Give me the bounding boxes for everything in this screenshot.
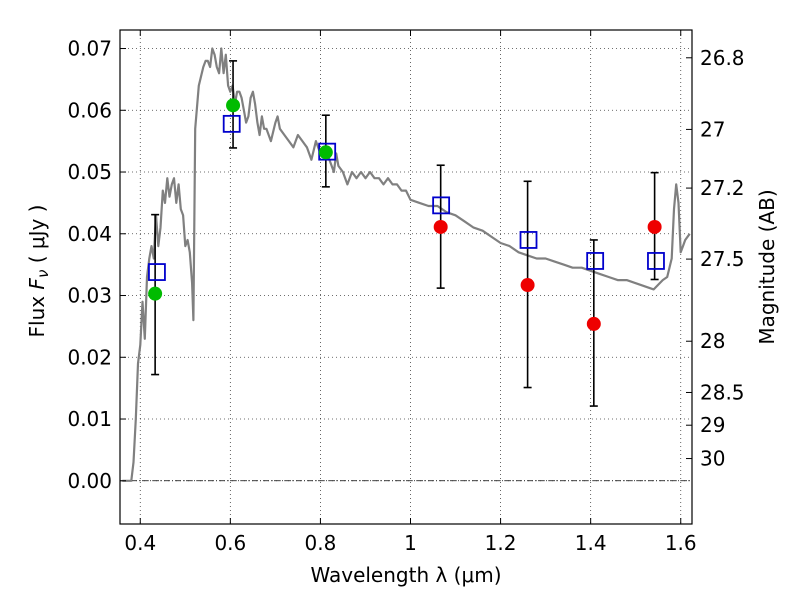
y2-tick-label-3: 27.5 xyxy=(700,247,745,271)
model-square-4 xyxy=(519,231,538,249)
model-square-1 xyxy=(222,114,241,133)
y-axis-label-symbol: F xyxy=(25,278,49,290)
model-square-3 xyxy=(432,196,451,215)
model-square-6 xyxy=(647,252,665,270)
model-sed-line xyxy=(122,47,691,482)
y-tick-label-7: 0.07 xyxy=(67,37,112,61)
y2-tick-label-6: 29 xyxy=(700,413,725,437)
y-tick-label-0: 0.00 xyxy=(67,469,112,493)
y2-tick-label-0: 26.8 xyxy=(700,46,745,70)
y-tick-label-2: 0.02 xyxy=(67,345,112,369)
x-tick-label-6: 1.6 xyxy=(665,531,697,555)
green-point-2 xyxy=(318,145,333,160)
green-point-0 xyxy=(148,286,163,301)
red-point-3 xyxy=(647,219,662,234)
plot-frame xyxy=(119,29,693,525)
x-tick-label-2: 0.8 xyxy=(305,531,337,555)
x-tick-label-4: 1.2 xyxy=(485,531,517,555)
y-tick-label-3: 0.03 xyxy=(67,284,112,308)
y-axis-label: Flux Fν ( μJy ) xyxy=(25,205,52,338)
x-tick-label-0: 0.4 xyxy=(124,531,156,555)
model-square-0 xyxy=(148,263,166,281)
y-axis-label-suffix: ( μJy ) xyxy=(25,205,49,270)
x-tick-label-1: 0.6 xyxy=(214,531,246,555)
red-point-0 xyxy=(433,219,448,234)
y-tick-label-1: 0.01 xyxy=(67,407,112,431)
x-tick-label-3: 1 xyxy=(404,531,417,555)
y-axis-label-subscript: ν xyxy=(34,270,52,278)
y2-tick-label-1: 27 xyxy=(700,117,725,141)
green-point-1 xyxy=(226,98,241,113)
y-axis-label-prefix: Flux xyxy=(25,290,49,338)
ticks: 0.4 0.6 0.8 1 1.2 1.4 1.6 0.00 0.01 0.02 0.03 0.04 0… xyxy=(67,30,745,555)
y2-tick-label-4: 28 xyxy=(700,329,725,353)
y-tick-label-4: 0.04 xyxy=(67,222,112,246)
model-square-5 xyxy=(586,252,605,270)
x-tick-label-5: 1.4 xyxy=(575,531,607,555)
y2-tick-label-7: 30 xyxy=(700,447,725,471)
y-tick-label-6: 0.06 xyxy=(67,98,112,122)
x-axis-label: Wavelength λ (μm) xyxy=(310,563,501,587)
red-point-1 xyxy=(520,278,535,293)
y2-tick-label-2: 27.2 xyxy=(700,176,745,200)
markers xyxy=(148,60,665,407)
y2-tick-label-5: 28.5 xyxy=(700,380,745,404)
red-point-2 xyxy=(586,316,601,331)
y-tick-label-5: 0.05 xyxy=(67,160,112,184)
y2-axis-label: Magnitude (AB) xyxy=(755,189,779,344)
